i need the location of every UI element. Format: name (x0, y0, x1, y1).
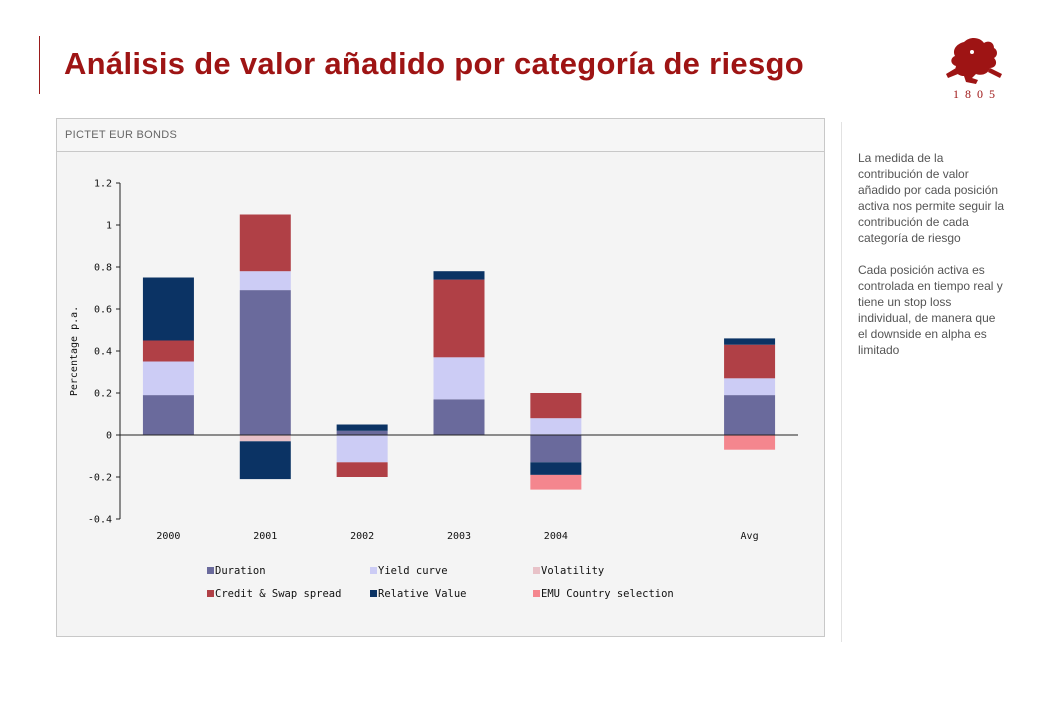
bar-segment (433, 271, 485, 280)
y-tick-label: 1.2 (94, 179, 112, 190)
bar-segment (724, 338, 776, 345)
lion-icon (946, 37, 1002, 84)
bar-segment (530, 474, 582, 490)
side-notes: La medida de la contribución de valor añ… (858, 150, 1006, 374)
bar-segment (433, 279, 485, 358)
side-note-1: La medida de la contribución de valor añ… (858, 151, 1005, 245)
company-logo: 1805 (942, 34, 1012, 102)
legend-label: Credit & Swap spread (215, 588, 341, 600)
bar-segment (239, 435, 291, 442)
bar-segment (724, 344, 776, 379)
bar-segment (239, 271, 291, 291)
panel-label: PICTET EUR BONDS (65, 129, 178, 141)
x-tick-label: Avg (741, 531, 759, 542)
title-rule (39, 36, 40, 94)
legend-label: Yield curve (378, 565, 448, 577)
stacked-bar-chart: 1.2 1 0.8 0.6 0.4 0.2 0 -0.2 -0.4 Percentage p.a.… (69, 179, 798, 600)
divider (841, 122, 842, 642)
legend-swatch (533, 567, 540, 574)
bar-segment (530, 462, 582, 475)
bar-segment (724, 378, 776, 396)
bar-segment (530, 435, 582, 463)
y-tick-label: 0.4 (94, 347, 112, 358)
panel-header: PICTET EUR BONDS (57, 119, 824, 152)
bar-segment (239, 441, 291, 480)
y-axis-label: Percentage p.a. (69, 306, 80, 396)
legend-label: Relative Value (378, 588, 467, 600)
bar-segment (336, 430, 388, 435)
legend-swatch (533, 590, 540, 597)
bar-segment (724, 435, 776, 450)
bar-segment (336, 424, 388, 431)
y-tick-label: 0.2 (94, 389, 112, 400)
legend-swatch (207, 590, 214, 597)
y-tick-label: 0 (106, 431, 112, 442)
bar-segment (142, 361, 194, 396)
y-tick-label: -0.4 (88, 515, 112, 526)
x-tick-label: 2003 (447, 531, 471, 542)
y-tick-label: -0.2 (88, 473, 112, 484)
bar-segment (433, 399, 485, 435)
legend-label: Volatility (541, 565, 604, 577)
page-title: Análisis de valor añadido por categoría … (64, 46, 804, 81)
y-tick-label: 1 (106, 221, 112, 232)
chart-panel: PICTET EUR BONDS 1.2 1 0.8 0.6 0.4 0.2 0 -0.2 -0… (56, 118, 825, 637)
bar-segment (142, 395, 194, 435)
bar-segment (433, 357, 485, 400)
y-tick-label: 0.8 (94, 263, 112, 274)
x-tick-label: 2001 (253, 531, 277, 542)
bar-segment (239, 214, 291, 272)
bar-segment (239, 290, 291, 435)
x-tick-label: 2000 (156, 531, 180, 542)
legend-swatch (370, 567, 377, 574)
y-tick-label: 0.6 (94, 305, 112, 316)
bar-segment (724, 395, 776, 435)
bar-segment (142, 277, 194, 341)
bar-segment (530, 393, 582, 419)
legend-swatch (207, 567, 214, 574)
side-note-2: Cada posición activa es controlada en ti… (858, 263, 1003, 357)
x-tick-label: 2004 (544, 531, 568, 542)
legend-label: Duration (215, 565, 266, 577)
logo-year: 1805 (953, 87, 1001, 101)
legend-label: EMU Country selection (541, 588, 674, 600)
x-tick-label: 2002 (350, 531, 374, 542)
bar-segment (336, 435, 388, 463)
bar-segment (530, 418, 582, 435)
bar-segment (142, 340, 194, 362)
bar-segment (336, 462, 388, 477)
legend-swatch (370, 590, 377, 597)
